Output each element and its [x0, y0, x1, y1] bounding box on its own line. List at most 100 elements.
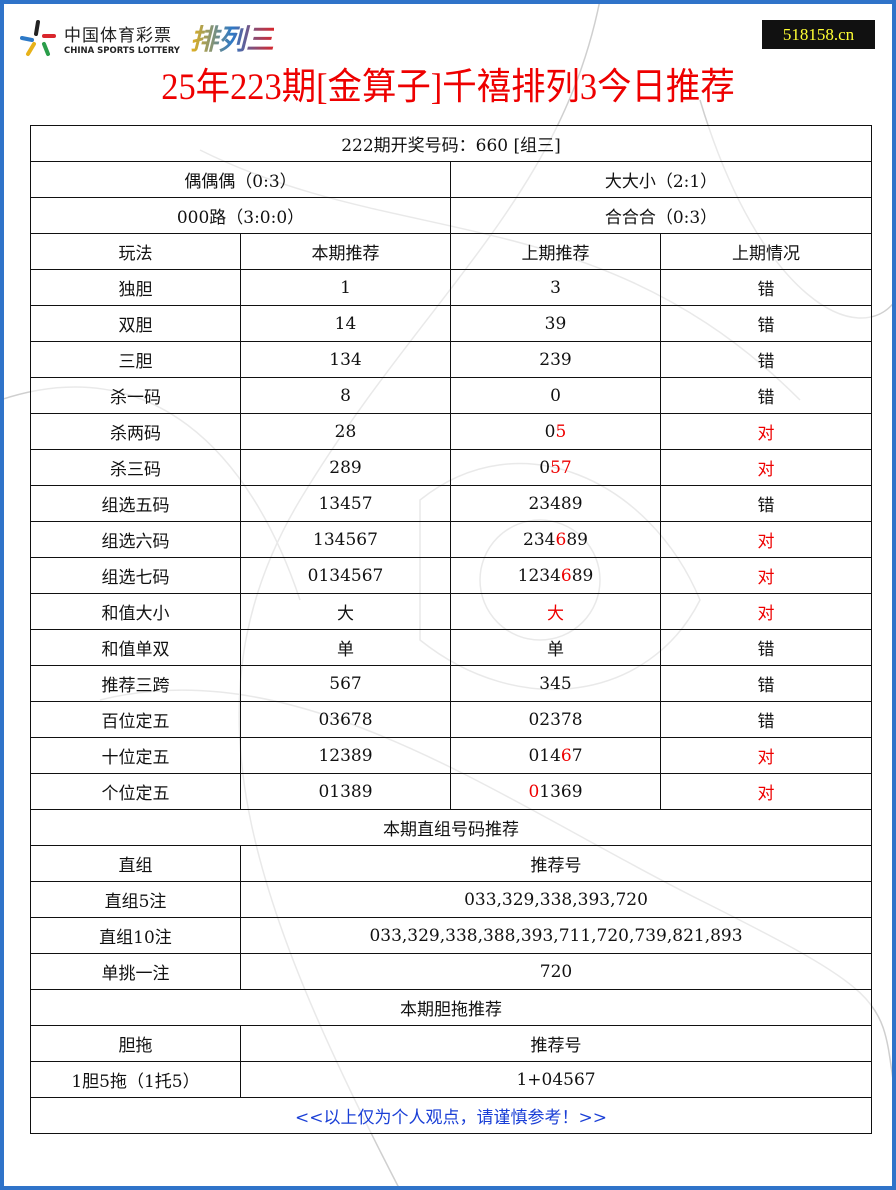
recommended-numbers: 720	[239, 953, 873, 990]
table-row: 杀两码 28 05 对	[30, 413, 873, 450]
previous-result: 错	[659, 485, 873, 522]
previous-pick: 345	[450, 665, 661, 702]
table-row: 直组10注 033,329,338,388,393,711,720,739,821…	[30, 917, 873, 954]
current-pick: 289	[240, 449, 451, 486]
logo-star-icon	[20, 20, 56, 56]
big-small: 大大小（2:1）	[449, 161, 873, 198]
lottery-logo: 中国体育彩票 CHINA SPORTS LOTTERY 排列三	[18, 18, 274, 58]
play-type: 直组10注	[30, 917, 241, 954]
current-pick: 12389	[240, 737, 451, 774]
previous-result: 对	[659, 593, 873, 630]
play-type: 组选七码	[30, 557, 241, 594]
pick-segment: 0	[550, 385, 561, 406]
table-row: 和值大小大大对	[30, 593, 873, 630]
previous-pick: 02378	[450, 701, 661, 738]
current-pick: 567	[240, 665, 451, 702]
logo-en: CHINA SPORTS LOTTERY	[64, 45, 180, 56]
table-row: 1胆5拖（1托5） 1+04567	[30, 1061, 873, 1098]
previous-pick: 01467	[450, 737, 661, 774]
pick-segment: 014	[528, 745, 561, 766]
table-row: 三胆 134 239 错	[30, 341, 873, 378]
previous-pick: 大	[450, 593, 661, 630]
pick-segment: 239	[539, 349, 572, 370]
play-type: 十位定五	[30, 737, 241, 774]
previous-pick: 单	[450, 629, 661, 666]
table-row: 百位定五 03678 02378 错	[30, 701, 873, 738]
col-header: 上期推荐	[450, 233, 661, 270]
pick-segment: 1234	[517, 565, 561, 586]
pick-segment: 0	[539, 457, 551, 478]
previous-result: 错	[659, 305, 873, 342]
current-pick: 28	[240, 413, 451, 450]
table-row: 推荐三跨 567 345 错	[30, 665, 873, 702]
table-row: 和值单双单单错	[30, 629, 873, 666]
previous-pick: 05	[450, 413, 661, 450]
previous-result: 错	[659, 269, 873, 306]
play-type: 个位定五	[30, 773, 241, 810]
col-header: 玩法	[30, 233, 241, 270]
current-pick: 134567	[240, 521, 451, 558]
recommended-numbers: 033,329,338,393,720	[239, 881, 873, 918]
play-type: 和值单双	[30, 629, 241, 666]
pick-segment: 大	[547, 604, 564, 624]
play-type: 百位定五	[30, 701, 241, 738]
play-type: 单挑一注	[30, 953, 241, 990]
play-type: 和值大小	[30, 593, 241, 630]
road: 000路（3:0:0）	[30, 197, 451, 234]
previous-pick: 3	[450, 269, 661, 306]
pick-segment: 0	[528, 781, 540, 802]
previous-pick: 057	[450, 449, 661, 486]
site-badge[interactable]: 518158.cn	[762, 20, 875, 49]
col-header: 胆拖	[30, 1025, 241, 1062]
table-row: 组选七码 0134567 1234689 对	[30, 557, 873, 594]
previous-pick: 39	[450, 305, 661, 342]
table-row: 组选五码 13457 23489 错	[30, 485, 873, 522]
col-header: 直组	[30, 845, 241, 882]
table-row: 个位定五 01389 01369 对	[30, 773, 873, 810]
current-pick: 03678	[240, 701, 451, 738]
previous-result: 对	[659, 413, 873, 450]
current-pick: 0134567	[240, 557, 451, 594]
current-pick: 单	[240, 629, 451, 666]
previous-pick: 234689	[450, 521, 661, 558]
pick-segment: 89	[566, 529, 588, 550]
current-pick: 1	[240, 269, 451, 306]
pick-segment: 1369	[539, 781, 583, 802]
play-type: 组选六码	[30, 521, 241, 558]
table-row: 双胆 14 39 错	[30, 305, 873, 342]
previous-pick: 0	[450, 377, 661, 414]
pick-segment: 5	[555, 421, 567, 442]
col-header: 推荐号	[239, 845, 873, 882]
table-row: 直组5注 033,329,338,393,720	[30, 881, 873, 918]
previous-result: 对	[659, 521, 873, 558]
play-type: 三胆	[30, 341, 241, 378]
previous-result: 错	[659, 665, 873, 702]
odd-even: 偶偶偶（0:3）	[30, 161, 451, 198]
col-header: 推荐号	[239, 1025, 873, 1062]
previous-result: 对	[659, 449, 873, 486]
pick-segment: 234	[523, 529, 556, 550]
pick-segment: 7	[571, 745, 583, 766]
previous-pick: 1234689	[450, 557, 661, 594]
play-type: 1胆5拖（1托5）	[30, 1061, 241, 1098]
table-row: 单挑一注 720	[30, 953, 873, 990]
current-pick: 大	[240, 593, 451, 630]
draw-result: 222期开奖号码：660 [组三]	[29, 125, 873, 162]
previous-result: 错	[659, 341, 873, 378]
logo-cn: 中国体育彩票	[64, 25, 172, 46]
disclaimer: <<以上仅为个人观点，请谨慎参考！>>	[29, 1097, 873, 1134]
pick-segment: 345	[539, 673, 572, 694]
recommended-numbers: 1+04567	[239, 1061, 873, 1098]
play-type: 组选五码	[30, 485, 241, 522]
direct-heading: 本期直组号码推荐	[29, 809, 873, 846]
table-row: 独胆 1 3 错	[30, 269, 873, 306]
play-type: 双胆	[30, 305, 241, 342]
play-type: 杀一码	[30, 377, 241, 414]
pick-segment: 39	[544, 313, 567, 334]
table-row: 组选六码 134567 234689 对	[30, 521, 873, 558]
current-pick: 13457	[240, 485, 451, 522]
col-header: 本期推荐	[240, 233, 451, 270]
recommend-table: 222期开奖号码：660 [组三] 偶偶偶（0:3） 大大小（2:1） 000路（…	[29, 125, 873, 1134]
col-header: 上期情况	[659, 233, 873, 270]
current-pick: 134	[240, 341, 451, 378]
